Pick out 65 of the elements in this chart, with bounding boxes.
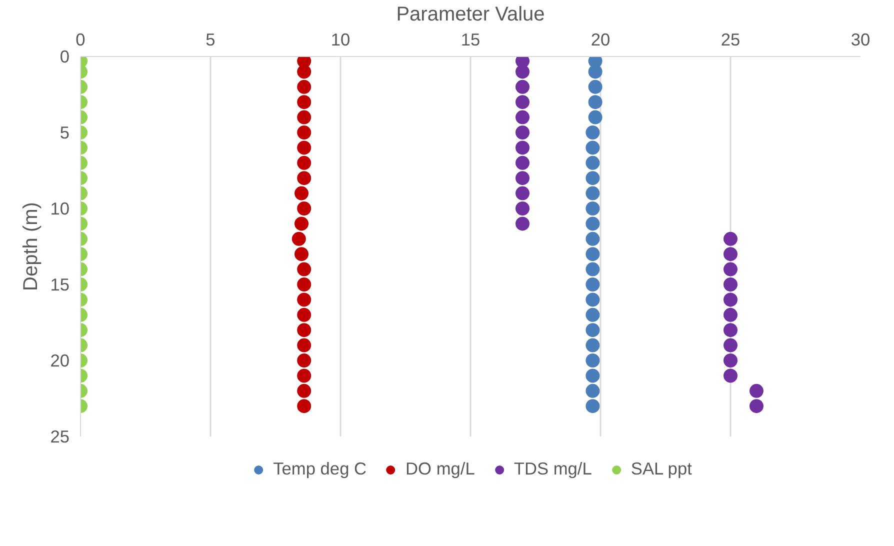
x-axis-title: Parameter Value bbox=[396, 4, 545, 26]
x-tick-label: 15 bbox=[460, 30, 480, 50]
point bbox=[586, 262, 600, 276]
y-tick-label: 0 bbox=[60, 46, 70, 66]
point bbox=[750, 384, 764, 398]
point bbox=[750, 399, 764, 414]
y-tick-label: 5 bbox=[60, 122, 70, 142]
x-tick-label: 10 bbox=[330, 30, 350, 50]
x-tick-label: 0 bbox=[76, 30, 86, 50]
y-tick-label: 25 bbox=[50, 426, 70, 446]
point bbox=[724, 278, 738, 292]
x-tick-label: 30 bbox=[850, 30, 870, 50]
point bbox=[586, 368, 600, 383]
point bbox=[586, 354, 600, 368]
point bbox=[724, 354, 738, 368]
legend-label: DO mg/L bbox=[406, 458, 475, 480]
point bbox=[586, 216, 600, 231]
point bbox=[724, 368, 738, 383]
point bbox=[586, 292, 600, 307]
point bbox=[586, 399, 600, 414]
point bbox=[588, 110, 602, 124]
point bbox=[586, 232, 600, 246]
point bbox=[586, 140, 600, 155]
x-tick-label: 5 bbox=[206, 30, 216, 50]
point bbox=[516, 126, 530, 140]
point bbox=[588, 80, 602, 94]
legend-label: SAL ppt bbox=[630, 458, 692, 480]
point bbox=[516, 110, 530, 124]
point bbox=[516, 202, 530, 216]
point bbox=[724, 262, 738, 276]
legend-label: TDS mg/L bbox=[514, 458, 592, 480]
point bbox=[516, 95, 530, 110]
point bbox=[586, 323, 600, 338]
point bbox=[516, 140, 530, 155]
point bbox=[586, 186, 600, 200]
point bbox=[588, 95, 602, 110]
y-tick-label: 15 bbox=[50, 274, 70, 294]
point bbox=[586, 202, 600, 216]
point bbox=[724, 232, 738, 246]
point bbox=[586, 308, 600, 322]
point bbox=[724, 308, 738, 322]
legend-label: Temp deg C bbox=[273, 458, 367, 480]
y-tick-label: 10 bbox=[50, 198, 70, 218]
x-tick-label: 25 bbox=[720, 30, 740, 50]
point bbox=[586, 247, 600, 262]
point bbox=[516, 64, 530, 79]
point bbox=[586, 171, 600, 186]
point bbox=[588, 64, 602, 79]
point bbox=[516, 80, 530, 94]
point bbox=[516, 186, 530, 200]
point bbox=[586, 384, 600, 398]
point bbox=[516, 171, 530, 186]
y-axis-title: Depth (m) bbox=[20, 202, 42, 291]
y-tick-label: 20 bbox=[50, 350, 70, 370]
point bbox=[516, 156, 530, 170]
point bbox=[586, 338, 600, 352]
point bbox=[724, 338, 738, 352]
point bbox=[724, 292, 738, 307]
point bbox=[586, 126, 600, 140]
x-tick-label: 20 bbox=[590, 30, 610, 50]
point bbox=[724, 247, 738, 262]
point bbox=[586, 278, 600, 292]
point bbox=[516, 216, 530, 231]
point bbox=[586, 156, 600, 170]
point bbox=[724, 323, 738, 338]
